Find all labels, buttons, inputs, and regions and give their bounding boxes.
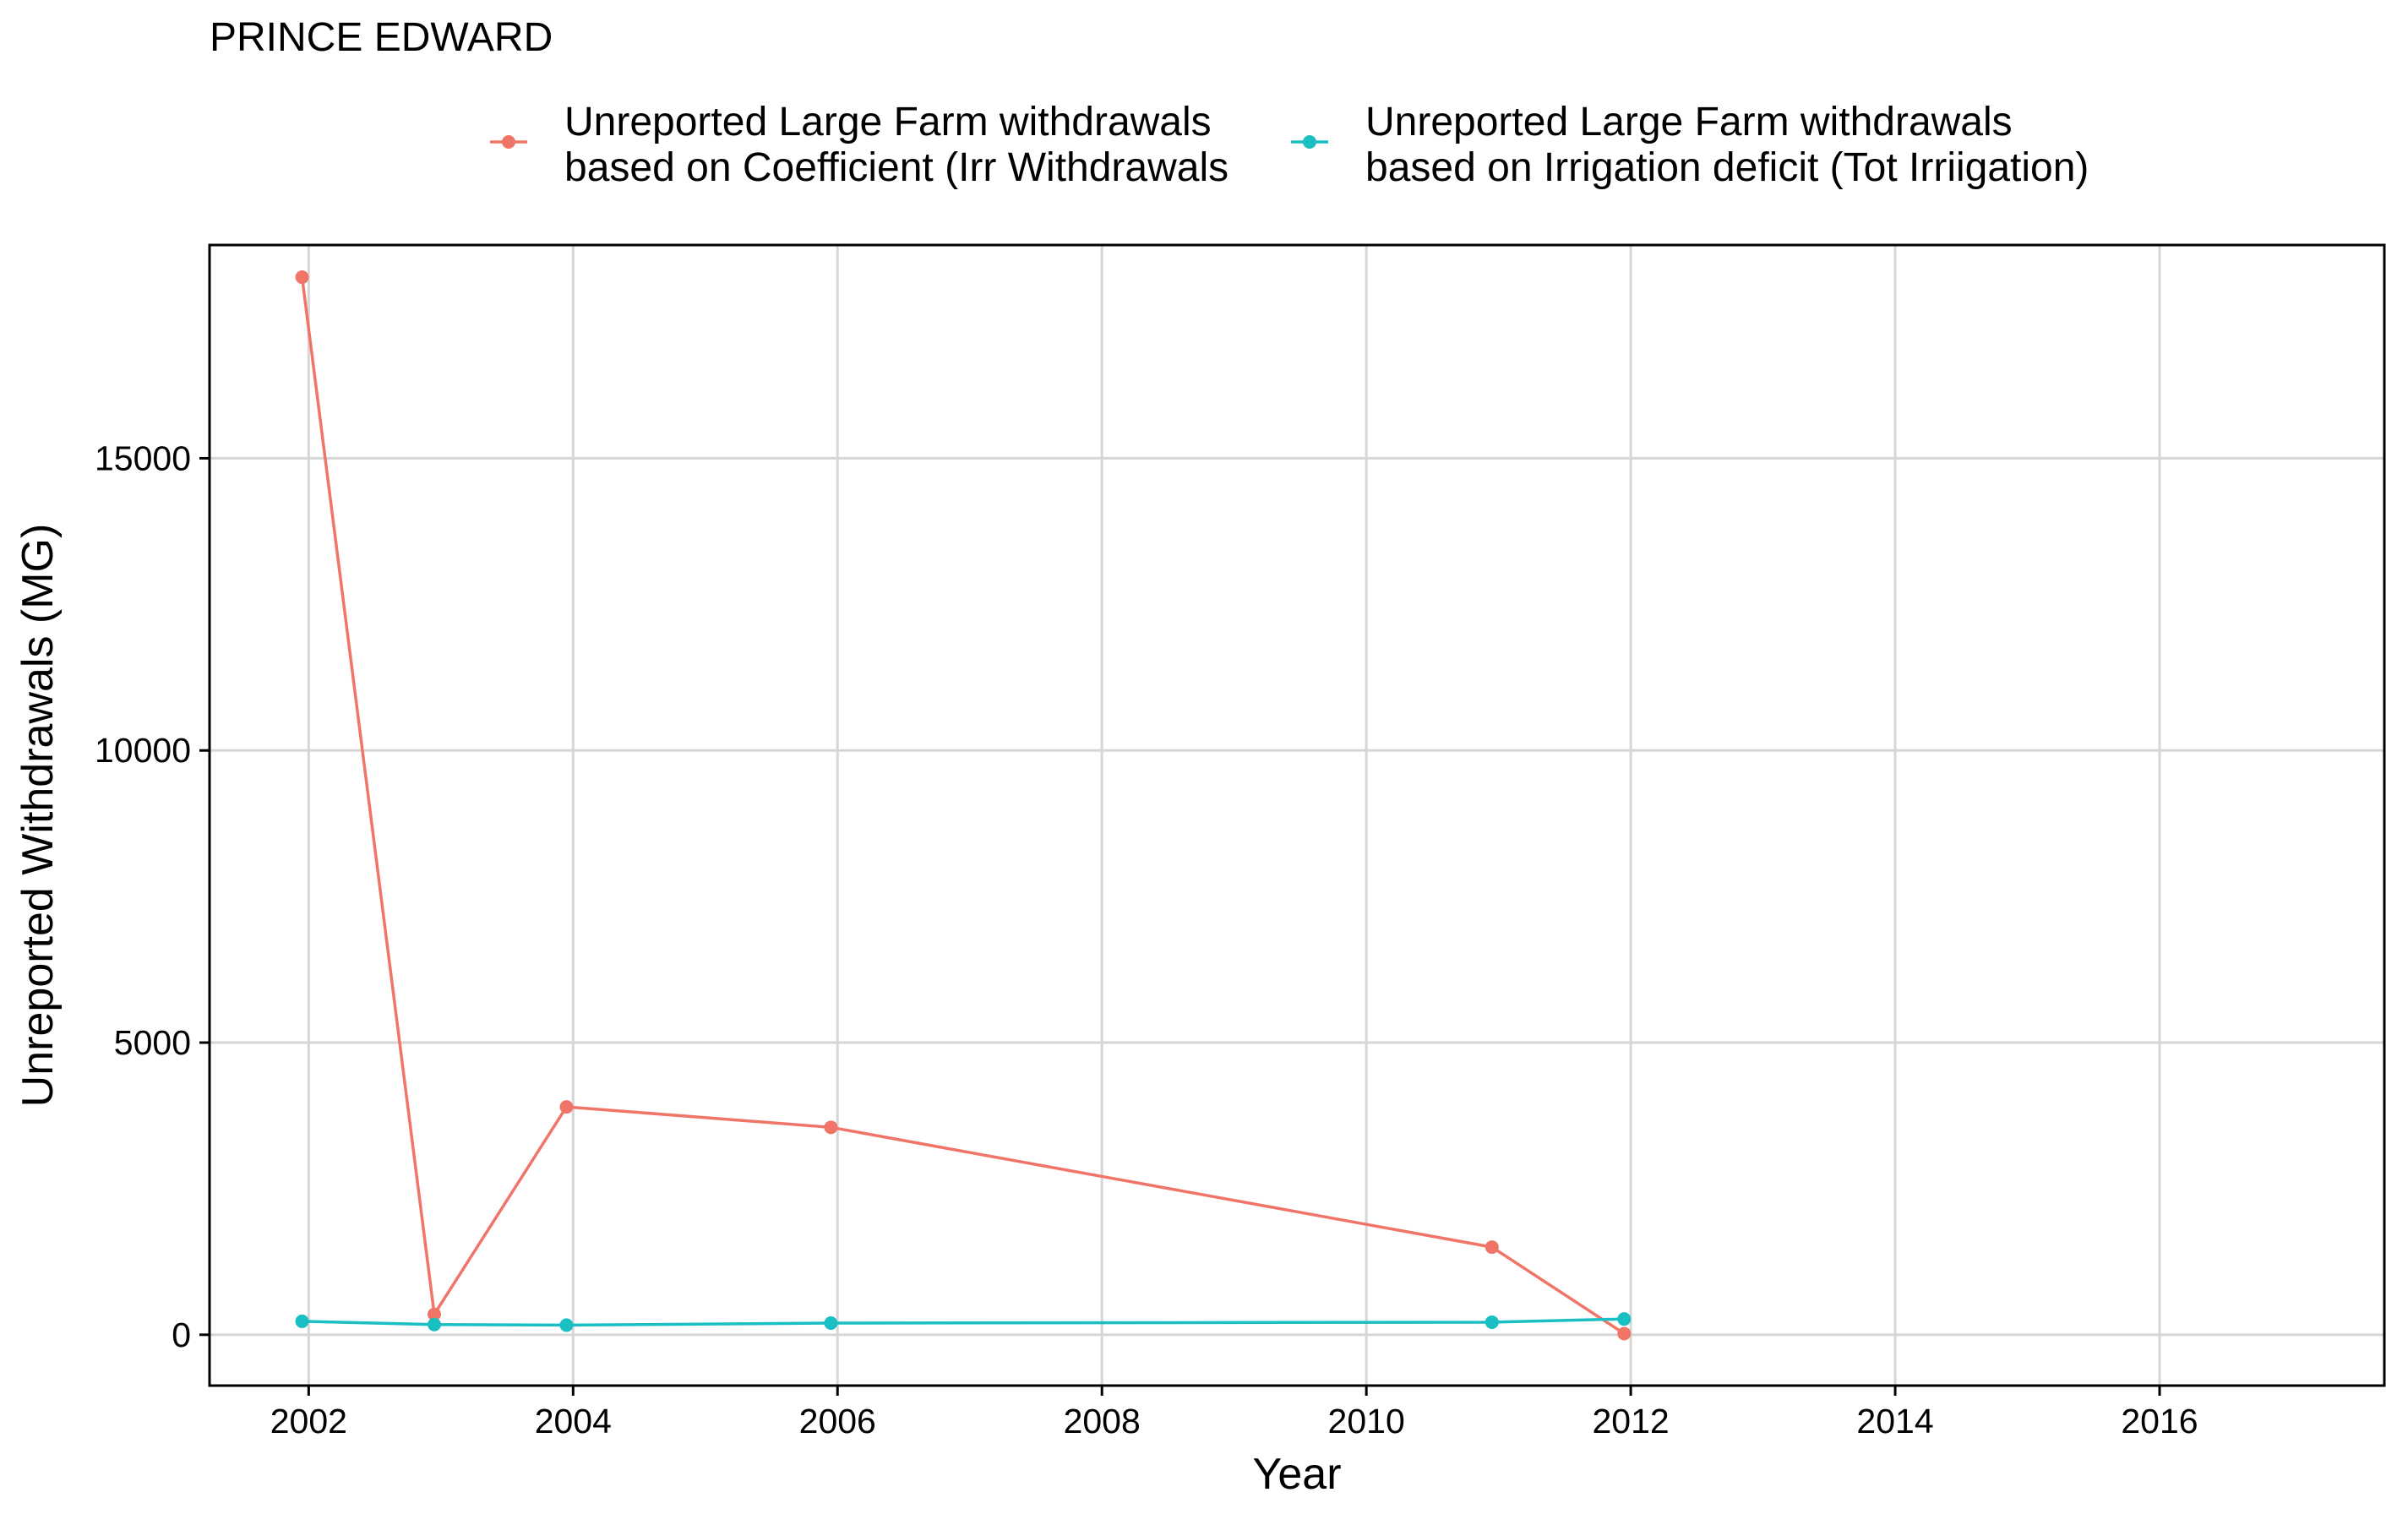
series-line	[302, 1317, 1625, 1327]
x-tick-label: 2016	[2121, 1402, 2198, 1441]
legend-label-line: based on Coefficient (Irr Withdrawals	[564, 145, 1229, 190]
grid	[210, 245, 2384, 1386]
data-point	[1485, 1240, 1499, 1255]
y-tick-label: 5000	[114, 1023, 191, 1062]
x-axis-title: Year	[1252, 1450, 1341, 1499]
axes: 2002 2004 2006 2008 2010 2012 2014 2016 0 5000 100…	[95, 438, 2198, 1441]
x-tick-label: 2014	[1856, 1402, 1933, 1441]
x-tick-label: 2010	[1328, 1402, 1405, 1441]
plot-panel-border	[208, 243, 2386, 1387]
legend-key-point	[502, 135, 515, 149]
y-tick-label: 10000	[95, 731, 191, 770]
data-point	[1485, 1315, 1499, 1329]
data-point	[824, 1315, 838, 1330]
y-tick-label: 0	[172, 1315, 191, 1354]
data-point	[559, 1318, 574, 1332]
legend-key-point	[1303, 135, 1316, 149]
series-2	[295, 1312, 1632, 1332]
data-point	[428, 1307, 442, 1321]
data-point	[824, 1120, 838, 1135]
x-tick-label: 2004	[535, 1402, 612, 1441]
legend-label-line: Unreported Large Farm withdrawals	[1365, 100, 2013, 144]
data-point	[1617, 1326, 1632, 1341]
series-1	[295, 270, 1632, 1341]
x-tick-label: 2002	[270, 1402, 347, 1441]
data-point	[295, 1314, 309, 1328]
legend-label-line: based on Irrigation deficit (Tot Irriiga…	[1365, 145, 2089, 190]
data-point	[1617, 1312, 1632, 1326]
plot-series	[295, 270, 1632, 1341]
data-point	[295, 270, 309, 285]
chart-title: PRINCE EDWARD	[210, 15, 553, 60]
x-tick-label: 2008	[1064, 1402, 1141, 1441]
x-tick-label: 2012	[1592, 1402, 1669, 1441]
data-point	[559, 1100, 574, 1114]
legend-label-line: Unreported Large Farm withdrawals	[564, 100, 1212, 144]
y-tick-label: 15000	[95, 438, 191, 477]
data-point	[428, 1317, 442, 1332]
series-line	[300, 276, 1626, 1335]
y-axis-title: Unreported Withdrawals (MG)	[14, 524, 63, 1108]
x-tick-label: 2006	[799, 1402, 876, 1441]
